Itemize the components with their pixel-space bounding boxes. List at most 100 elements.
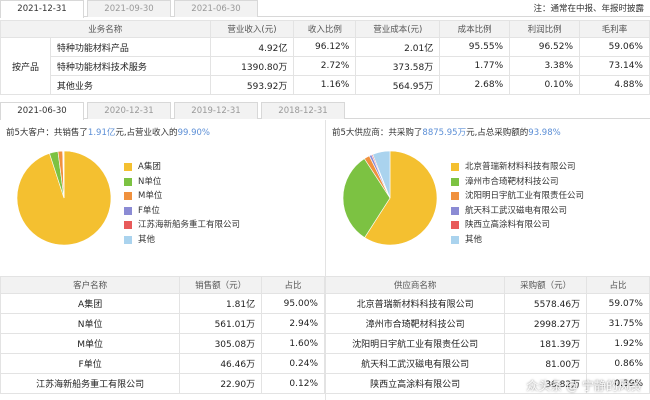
legend-swatch [124, 206, 132, 215]
legend-entry[interactable]: 航天科工武汉磁电有限公司 [451, 204, 584, 219]
legend-swatch [451, 206, 459, 215]
customer-legend: A集团 N单位 M单位 F单位江苏海新船务重工有限公司 其他 [124, 160, 240, 247]
supplier-legend: 北京普瑞新材料科技有限公司漳州市合琦靶材科技公司 沈阳明日宇航工业有限责任公司 航天… [451, 160, 584, 247]
cost-ratio-value: 2.68% [439, 75, 511, 95]
tab-2021-09-30[interactable]: 2021-09-30 [87, 0, 171, 17]
sales-value: 46.46万 [179, 353, 263, 374]
legend-swatch [124, 192, 132, 201]
customer-name: A集团 [0, 293, 181, 314]
category-label: 按产品 [0, 37, 51, 95]
col-supplier-name: 供应商名称 [324, 276, 506, 294]
tab-2020-12-31[interactable]: 2020-12-31 [87, 102, 171, 119]
revenue-value: 593.92万 [209, 75, 295, 95]
col-revenue-ratio: 收入比例 [293, 20, 357, 38]
legend-swatch [451, 177, 459, 186]
supplier-name: 航天科工武汉磁电有限公司 [324, 353, 506, 374]
cost-ratio-value: 1.77% [439, 56, 511, 76]
share-value: 0.24% [261, 353, 325, 374]
legend-label: 江苏海新船务重工有限公司 [138, 220, 241, 231]
legend-entry[interactable]: 沈阳明日宇航工业有限责任公司 [451, 189, 584, 204]
legend-entry[interactable]: 北京普瑞新材料科技有限公司 [451, 160, 584, 175]
col-gross-margin: 毛利率 [579, 20, 650, 38]
legend-swatch [124, 177, 132, 186]
table-row: M单位 305.08万 1.60% [0, 333, 325, 354]
legend-entry[interactable]: F单位 [124, 204, 240, 219]
summary-middle: 元,占营业收入的 [115, 128, 178, 138]
summary-prefix: 前5大客户：共销售了 [6, 128, 88, 138]
profit-ratio-value: 96.52% [509, 37, 581, 57]
legend-entry[interactable]: 漳州市合琦靶材科技公司 [451, 175, 584, 190]
legend-entry[interactable]: A集团 [124, 160, 240, 175]
profit-ratio-value: 3.38% [509, 56, 581, 76]
summary-pct: 99.90% [177, 128, 210, 138]
sales-value: 561.01万 [179, 313, 263, 334]
tab-2018-12-31[interactable]: 2018-12-31 [261, 102, 345, 119]
col-share: 占比 [586, 276, 650, 294]
legend-swatch [451, 235, 459, 244]
col-cost: 营业成本(元) [355, 20, 441, 38]
tab-2019-12-31[interactable]: 2019-12-31 [174, 102, 258, 119]
supplier-name: 陕西立高涂料有限公司 [324, 373, 506, 394]
pie-slice[interactable] [372, 150, 391, 199]
legend-entry[interactable]: 其他 [124, 233, 240, 248]
supplier-name: 沈阳明日宇航工业有限责任公司 [324, 333, 506, 354]
summary-prefix: 前5大供应商：共采购了 [332, 128, 423, 138]
business-name: 特种功能材料技术服务 [49, 56, 211, 76]
table-row: 其他业务 593.92万 1.16% 564.95万 2.68% 0.10% 4… [1, 75, 650, 95]
table-row: 按产品 特种功能材料产品 4.92亿 96.12% 2.01亿 95.55% 9… [0, 37, 650, 95]
legend-label: 其他 [138, 234, 156, 245]
business-name: 特种功能材料产品 [49, 37, 211, 57]
cost-value: 2.01亿 [355, 37, 441, 57]
legend-label: 航天科工武汉磁电有限公司 [465, 205, 568, 216]
supplier-summary: 前5大供应商：共采购了8875.95万元,占总采购额的93.98% [332, 126, 561, 140]
revenue-ratio-value: 1.16% [293, 75, 357, 95]
disclosure-note: 注：通常在中报、年报时披露 [533, 4, 644, 14]
legend-label: 北京普瑞新材料科技有限公司 [465, 162, 576, 173]
revenue-ratio-value: 96.12% [293, 37, 357, 57]
profit-ratio-value: 0.10% [509, 75, 581, 95]
legend-entry[interactable]: 其他 [451, 233, 584, 248]
table-row: 航天科工武汉磁电有限公司 81.00万 0.86% [324, 353, 650, 374]
col-cost-ratio: 成本比例 [439, 20, 511, 38]
supplier-name: 北京普瑞新材料科技有限公司 [324, 293, 506, 314]
tab-2021-06-30[interactable]: 2021-06-30 [174, 0, 258, 17]
legend-entry[interactable]: 江苏海新船务重工有限公司 [124, 218, 240, 233]
purchase-value: 5578.46万 [504, 293, 588, 314]
table-row: 沈阳明日宇航工业有限责任公司 181.39万 1.92% [324, 333, 650, 354]
purchase-value: 2998.27万 [504, 313, 588, 334]
table-row: N单位 561.01万 2.94% [0, 313, 325, 334]
legend-label: 沈阳明日宇航工业有限责任公司 [465, 191, 585, 202]
purchase-value: 81.00万 [504, 353, 588, 374]
customer-pie-chart [16, 150, 112, 246]
legend-swatch [124, 235, 132, 244]
legend-label: M单位 [138, 191, 163, 202]
customer-summary: 前5大客户：共销售了1.91亿元,占营业收入的99.90% [6, 126, 210, 140]
table-header-row: 供应商名称 采购额（元） 占比 [324, 276, 650, 294]
gross-margin-value: 4.88% [579, 75, 650, 95]
legend-entry[interactable]: N单位 [124, 175, 240, 190]
legend-entry[interactable]: 陕西立高涂料有限公司 [451, 218, 584, 233]
business-name: 其他业务 [49, 75, 211, 95]
cost-ratio-value: 95.55% [439, 37, 511, 57]
summary-amount: 1.91亿 [87, 128, 116, 138]
legend-entry[interactable]: M单位 [124, 189, 240, 204]
pie-slice[interactable] [342, 158, 391, 238]
tab-2021-12-31[interactable]: 2021-12-31 [0, 0, 84, 18]
legend-swatch [124, 221, 132, 230]
customer-name: M单位 [0, 333, 181, 354]
legend-label: F单位 [138, 205, 160, 216]
report-period-tabs: 2021-12-31 2021-09-30 2021-06-30 注：通常在中报… [0, 0, 650, 18]
table-row: 陕西立高涂料有限公司 36.82万 0.39% [324, 373, 650, 394]
summary-middle: 元,占总采购额的 [466, 128, 529, 138]
summary-amount: 8875.95万 [422, 128, 467, 138]
customer-supplier-period-tabs: 2021-06-30 2020-12-31 2019-12-31 2018-12… [0, 102, 650, 120]
legend-swatch [451, 163, 459, 172]
table-header-row: 客户名称 销售额（元） 占比 [0, 276, 325, 294]
pie-slice[interactable] [364, 150, 438, 246]
col-customer-name: 客户名称 [0, 276, 181, 294]
cost-value: 373.58万 [355, 56, 441, 76]
share-value: 2.94% [261, 313, 325, 334]
tab-2021-06-30[interactable]: 2021-06-30 [0, 102, 84, 120]
table-row: F单位 46.46万 0.24% [0, 353, 325, 374]
col-revenue: 营业收入(元) [209, 20, 295, 38]
